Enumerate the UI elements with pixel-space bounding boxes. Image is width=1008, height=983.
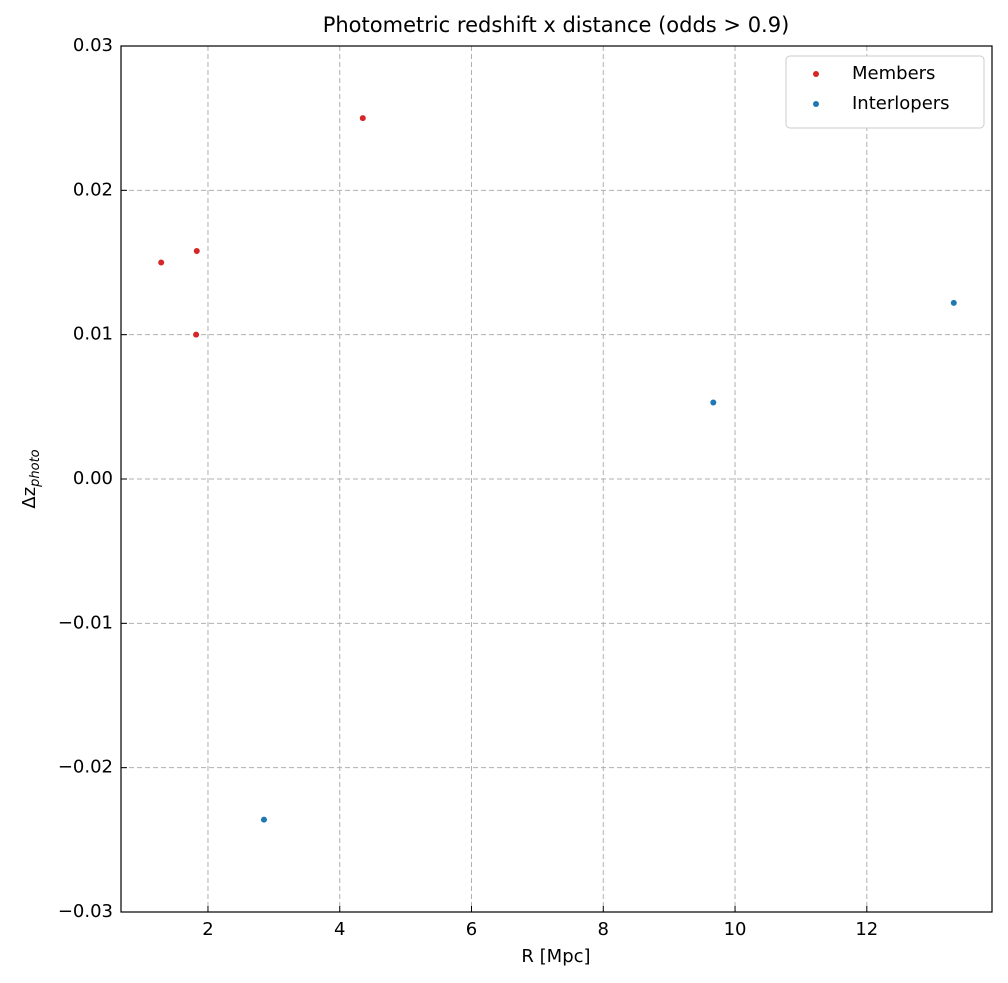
y-tick-label: 0.01: [73, 324, 113, 345]
y-tick-label: 0.03: [73, 35, 113, 56]
x-tick-label: 10: [724, 919, 747, 940]
x-tick-label: 6: [466, 919, 477, 940]
point: [260, 816, 267, 823]
legend-label: Members: [852, 63, 935, 84]
y-tick-label: −0.02: [58, 757, 113, 778]
legend-marker: [813, 71, 819, 77]
y-axis-label: Δzphoto: [19, 449, 43, 508]
y-label-main: Δz: [19, 487, 40, 509]
y-label-subscript: photo: [28, 449, 43, 488]
point: [193, 331, 200, 338]
y-tick-label: 0.02: [73, 179, 113, 200]
y-tick-label: −0.01: [58, 612, 113, 633]
point: [158, 259, 165, 266]
x-tick-label: 8: [598, 919, 609, 940]
legend-label: Interlopers: [852, 93, 950, 114]
legend-box: [785, 55, 985, 129]
x-tick-label: 12: [855, 919, 878, 940]
legend-marker: [813, 101, 819, 107]
x-axis-label: R [Mpc]: [521, 946, 590, 967]
chart-title: Photometric redshift x distance (odds > …: [323, 13, 790, 37]
y-tick-label: −0.03: [58, 901, 113, 922]
point: [193, 247, 200, 254]
x-tick-label: 4: [334, 919, 345, 940]
plot-frame: [120, 45, 993, 913]
y-tick-label: 0.00: [73, 468, 113, 489]
point: [710, 399, 717, 406]
point: [950, 299, 957, 306]
point: [359, 115, 366, 122]
x-tick-label: 2: [202, 919, 213, 940]
